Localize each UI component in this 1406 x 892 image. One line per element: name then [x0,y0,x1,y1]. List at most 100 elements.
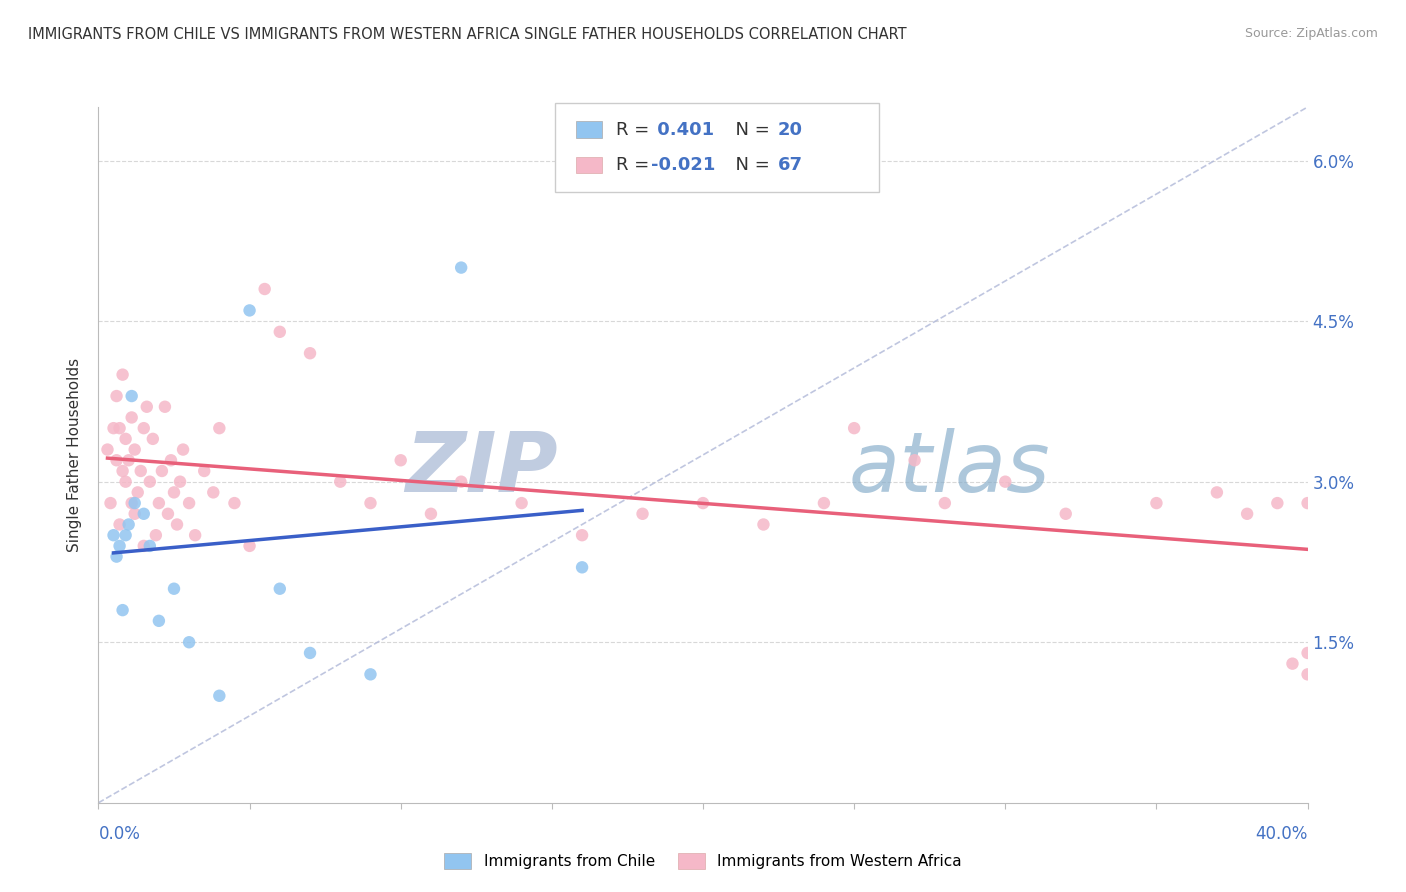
Point [1267,496,1289,510]
Point [127,485,149,500]
Text: ZIP: ZIP [405,428,558,509]
Point [132,421,155,435]
Text: 20: 20 [778,120,803,138]
Point [121,410,143,425]
Point [994,475,1017,489]
Point [193,464,215,478]
Point [752,517,775,532]
Point [510,496,533,510]
Point [1281,657,1303,671]
Text: R =: R = [616,120,655,138]
Point [124,496,146,510]
Point [105,549,128,564]
Point [450,260,472,275]
Point [132,539,155,553]
Point [166,517,188,532]
Point [844,421,866,435]
Point [389,453,412,467]
Text: 67: 67 [778,156,803,174]
Point [114,528,136,542]
Point [139,475,162,489]
Point [202,485,225,500]
Legend: Immigrants from Chile, Immigrants from Western Africa: Immigrants from Chile, Immigrants from W… [437,847,969,875]
Point [1206,485,1229,500]
Point [329,475,352,489]
Point [114,475,136,489]
Point [269,325,291,339]
Point [121,389,143,403]
Point [163,485,186,500]
Point [1146,496,1168,510]
Point [160,453,183,467]
Point [169,475,191,489]
Point [96,442,118,457]
Text: 40.0%: 40.0% [1256,825,1308,843]
Text: 0.401: 0.401 [651,120,714,138]
Point [631,507,654,521]
Point [103,528,125,542]
Point [571,528,593,542]
Text: R =: R = [616,156,655,174]
Point [114,432,136,446]
Point [360,496,382,510]
Point [139,539,162,553]
Point [156,507,179,521]
Point [108,421,131,435]
Point [148,614,170,628]
Point [692,496,714,510]
Text: Source: ZipAtlas.com: Source: ZipAtlas.com [1244,27,1378,40]
Y-axis label: Single Father Households: Single Father Households [67,358,83,552]
Point [450,475,472,489]
Point [239,303,262,318]
Point [179,496,201,510]
Point [132,507,155,521]
Point [813,496,835,510]
Point [1236,507,1258,521]
Point [105,453,128,467]
Point [108,517,131,532]
Point [163,582,186,596]
Text: 0.0%: 0.0% [98,825,141,843]
Point [253,282,276,296]
Point [269,582,291,596]
Point [118,517,141,532]
Text: N =: N = [724,156,776,174]
Point [299,646,322,660]
Point [145,528,167,542]
Point [1296,646,1319,660]
Point [420,507,443,521]
Point [129,464,152,478]
Point [239,539,262,553]
Text: -0.021: -0.021 [651,156,716,174]
Point [124,442,146,457]
Text: N =: N = [724,120,776,138]
Point [224,496,246,510]
Point [934,496,956,510]
Point [124,507,146,521]
Point [179,635,201,649]
Point [172,442,194,457]
Point [571,560,593,574]
Point [360,667,382,681]
Point [111,603,134,617]
Point [153,400,176,414]
Point [118,453,141,467]
Point [1054,507,1077,521]
Point [208,421,231,435]
Point [111,368,134,382]
Point [150,464,173,478]
Point [1296,496,1319,510]
Point [904,453,927,467]
Point [111,464,134,478]
Point [135,400,157,414]
Point [121,496,143,510]
Point [1296,667,1319,681]
Point [100,496,122,510]
Point [108,539,131,553]
Point [148,496,170,510]
Text: IMMIGRANTS FROM CHILE VS IMMIGRANTS FROM WESTERN AFRICA SINGLE FATHER HOUSEHOLDS: IMMIGRANTS FROM CHILE VS IMMIGRANTS FROM… [28,27,907,42]
Point [299,346,322,360]
Text: atlas: atlas [848,428,1050,509]
Point [184,528,207,542]
Point [208,689,231,703]
